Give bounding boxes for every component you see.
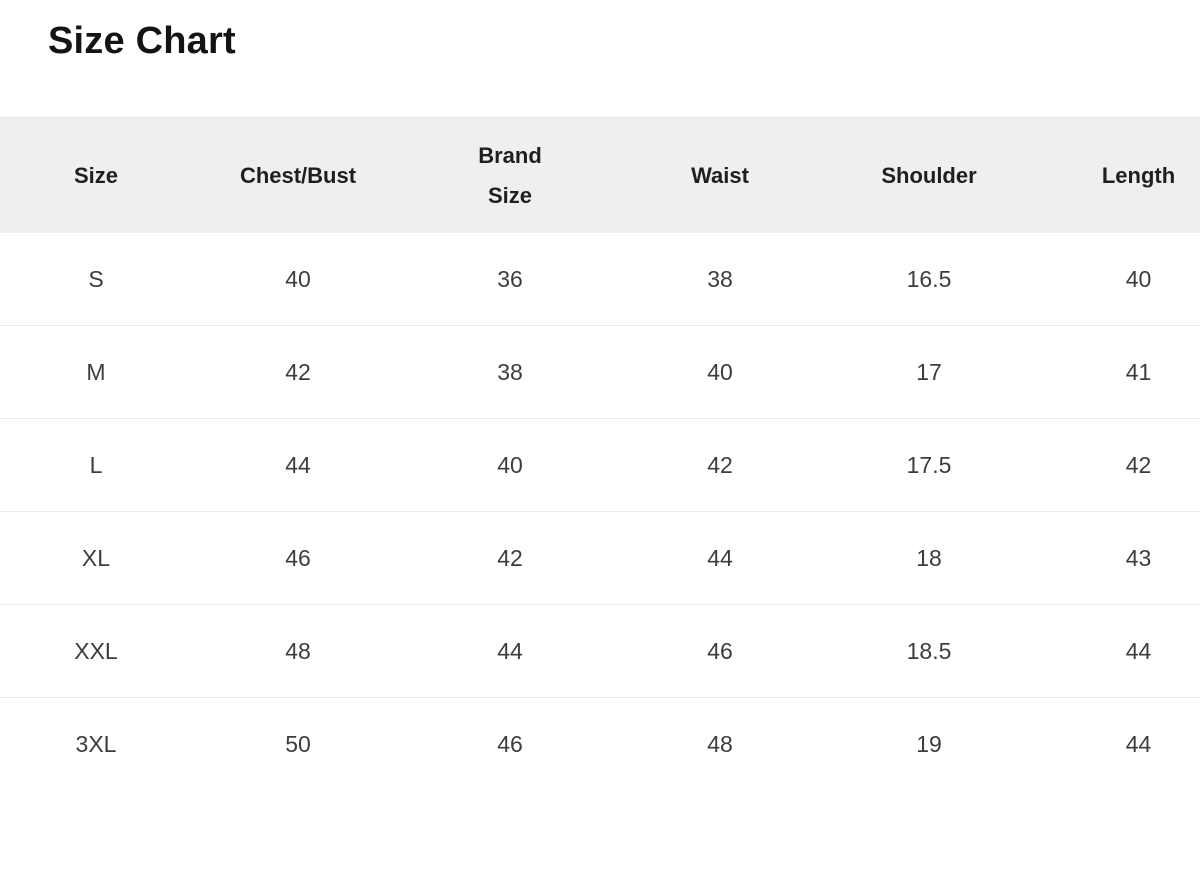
table-cell-size: L — [0, 418, 192, 512]
table-cell-shoulder: 17 — [824, 325, 1034, 419]
table-cell-length: 44 — [1034, 604, 1200, 698]
table-cell-chest_bust: 44 — [192, 418, 404, 512]
table-cell-length: 42 — [1034, 418, 1200, 512]
table-cell-brand_size: 40 — [404, 418, 616, 512]
table-cell-shoulder: 16.5 — [824, 233, 1034, 326]
column-header-shoulder: Shoulder — [824, 117, 1034, 233]
table-row: M 42 38 40 17 41 — [0, 325, 1200, 419]
table-cell-shoulder: 18.5 — [824, 604, 1034, 698]
page-title: Size Chart — [48, 20, 236, 62]
table-cell-length: 43 — [1034, 511, 1200, 605]
table-cell-brand_size: 36 — [404, 233, 616, 326]
size-chart-table: Size Chest/Bust Brand Size Waist Shoulder Len… — [0, 117, 1200, 790]
table-row: S 40 36 38 16.5 40 — [0, 233, 1200, 326]
table-cell-waist: 46 — [616, 604, 824, 698]
table-cell-chest_bust: 42 — [192, 325, 404, 419]
table-row: XL 46 42 44 18 43 — [0, 511, 1200, 605]
table-cell-size: XXL — [0, 604, 192, 698]
table-cell-length: 40 — [1034, 233, 1200, 326]
column-header-label: Length — [1101, 162, 1176, 188]
column-header-label: Shoulder — [881, 162, 977, 188]
table-header: Size Chest/Bust Brand Size Waist Shoulder Len… — [0, 117, 1200, 233]
table-cell-chest_bust: 50 — [192, 697, 404, 790]
table-cell-size: XL — [0, 511, 192, 605]
table-cell-size: 3XL — [0, 697, 192, 790]
table-row: L 44 40 42 17.5 42 — [0, 418, 1200, 512]
table-cell-brand_size: 44 — [404, 604, 616, 698]
column-header-label: Chest/Bust — [239, 162, 357, 188]
table-body: S 40 36 38 16.5 40 M 42 38 40 17 41 L 44 40 42 17.5 42 XL 4… — [0, 233, 1200, 790]
column-header-label: Brand Size — [478, 142, 542, 208]
column-header-label: Size — [73, 162, 119, 188]
column-header-size: Size — [0, 117, 192, 233]
column-header-length: Length — [1034, 117, 1200, 233]
column-header-waist: Waist — [616, 117, 824, 233]
table-cell-shoulder: 17.5 — [824, 418, 1034, 512]
table-cell-length: 44 — [1034, 697, 1200, 790]
table-cell-chest_bust: 40 — [192, 233, 404, 326]
table-cell-size: M — [0, 325, 192, 419]
table-cell-waist: 48 — [616, 697, 824, 790]
table-cell-brand_size: 38 — [404, 325, 616, 419]
table-cell-waist: 40 — [616, 325, 824, 419]
table-cell-shoulder: 18 — [824, 511, 1034, 605]
table-row: 3XL 50 46 48 19 44 — [0, 697, 1200, 790]
table-cell-chest_bust: 48 — [192, 604, 404, 698]
table-cell-brand_size: 42 — [404, 511, 616, 605]
table-cell-shoulder: 19 — [824, 697, 1034, 790]
column-header-label: Waist — [691, 162, 749, 188]
table-cell-waist: 38 — [616, 233, 824, 326]
table-cell-size: S — [0, 233, 192, 326]
column-header-chest_bust: Chest/Bust — [192, 117, 404, 233]
size-chart-table-container[interactable]: Size Chest/Bust Brand Size Waist Shoulder Len… — [0, 117, 1200, 790]
table-cell-chest_bust: 46 — [192, 511, 404, 605]
table-row: XXL 48 44 46 18.5 44 — [0, 604, 1200, 698]
table-header-row: Size Chest/Bust Brand Size Waist Shoulder Len… — [0, 117, 1200, 233]
column-header-brand_size: Brand Size — [404, 117, 616, 233]
table-cell-waist: 44 — [616, 511, 824, 605]
table-cell-waist: 42 — [616, 418, 824, 512]
table-cell-brand_size: 46 — [404, 697, 616, 790]
table-cell-length: 41 — [1034, 325, 1200, 419]
